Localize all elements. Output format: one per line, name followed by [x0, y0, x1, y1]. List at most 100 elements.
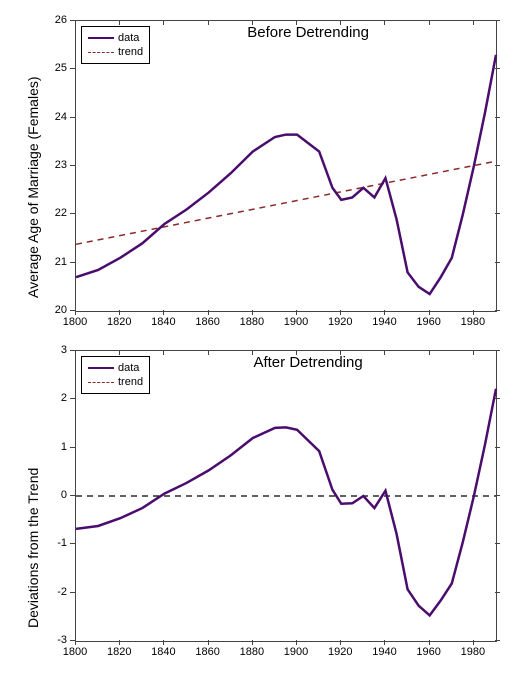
bottom_chart-xtick-label: 1860 [195, 646, 219, 658]
bottom_chart-ytick-mark [70, 350, 75, 351]
top_chart-ytick-mark [70, 68, 75, 69]
top_chart-xtick-mark [252, 310, 253, 315]
bottom_chart-ytick-label: 1 [45, 441, 67, 453]
bottom_chart-xtick-mark-top [429, 350, 430, 355]
top_chart-xtick-mark [340, 310, 341, 315]
top_chart-xtick-label: 1800 [63, 316, 87, 328]
top_chart-xtick-label: 1820 [107, 316, 131, 328]
bottom_chart-ytick-label: 0 [45, 489, 67, 501]
bottom_chart-xtick-mark [252, 640, 253, 645]
bottom_chart-xtick-mark-top [473, 350, 474, 355]
top_chart-ytick-mark-right [495, 310, 500, 311]
bottom_chart-xtick-label: 1800 [63, 646, 87, 658]
bottom_chart-ytick-mark [70, 640, 75, 641]
top_chart-ytick-mark-right [495, 68, 500, 69]
bottom_chart-legend-item: data [88, 361, 143, 375]
bottom_chart-xtick-label: 1880 [240, 646, 264, 658]
bottom_chart-ytick-label: 3 [45, 344, 67, 356]
bottom_chart-xtick-mark [340, 640, 341, 645]
bottom_chart-ytick-mark [70, 398, 75, 399]
bottom_chart-ytick-mark-right [495, 350, 500, 351]
top_chart-xtick-mark-top [119, 20, 120, 25]
top_chart-xtick-label: 1940 [372, 316, 396, 328]
bottom_chart-ytick-label: -1 [45, 537, 67, 549]
top_chart-xtick-mark-top [75, 20, 76, 25]
bottom_chart-xtick-mark-top [119, 350, 120, 355]
top_chart-ytick-label: 22 [45, 207, 67, 219]
bottom_chart-ytick-label: 2 [45, 392, 67, 404]
top_chart-legend-label: data [118, 32, 139, 44]
bottom_chart-ytick-mark-right [495, 495, 500, 496]
bottom_chart-ytick-mark [70, 592, 75, 593]
bottom_chart-xtick-mark [296, 640, 297, 645]
top_chart-xtick-mark [429, 310, 430, 315]
bottom_chart-ytick-label: -3 [45, 634, 67, 646]
bottom_chart-xtick-label: 1980 [461, 646, 485, 658]
top_chart-ytick-mark-right [495, 20, 500, 21]
bottom_chart-xtick-mark [384, 640, 385, 645]
bottom_chart-ytick-mark-right [495, 543, 500, 544]
bottom_chart-xtick-label: 1960 [416, 646, 440, 658]
bottom_chart-ytick-mark [70, 447, 75, 448]
top_chart-legend-item: trend [88, 45, 143, 59]
top_chart-ytick-mark [70, 213, 75, 214]
top_chart-legend: data trend [81, 26, 150, 64]
top_chart-ytick-mark-right [495, 262, 500, 263]
bottom_chart-legend: datatrend [81, 356, 150, 394]
bottom_chart-data-line [76, 389, 496, 616]
bottom_chart-xtick-mark [119, 640, 120, 645]
top_chart-xtick-mark [163, 310, 164, 315]
bottom_chart-xtick-mark-top [75, 350, 76, 355]
top_chart-xtick-mark [384, 310, 385, 315]
top_chart-legend-label: trend [118, 46, 143, 58]
bottom_chart-ytick-mark [70, 543, 75, 544]
top_chart-xtick-label: 1920 [328, 316, 352, 328]
top_chart-xtick-mark-top [473, 20, 474, 25]
top_chart-ytick-label: 24 [45, 111, 67, 123]
top_chart-ytick-mark [70, 262, 75, 263]
top_chart-xtick-mark [75, 310, 76, 315]
top_chart-title: Before Detrending [193, 24, 424, 41]
top_chart-ytick-mark [70, 117, 75, 118]
top_chart-ytick-mark [70, 310, 75, 311]
top_chart-xtick-label: 1900 [284, 316, 308, 328]
top_chart-xtick-mark-top [429, 20, 430, 25]
top_chart-ytick-mark-right [495, 117, 500, 118]
bottom_chart-title: After Detrending [193, 354, 424, 371]
bottom_chart-xtick-mark [208, 640, 209, 645]
top_chart-ytick-mark [70, 165, 75, 166]
bottom_chart-xtick-mark [429, 640, 430, 645]
figure-container: 1800 1820 1840 1860 1880 1900 1920 1940 1960 1980… [0, 0, 520, 680]
bottom_chart-svg [76, 351, 496, 641]
top_chart-legend-item: data [88, 31, 143, 45]
top_chart-ytick-label: 20 [45, 304, 67, 316]
top_chart-ytick-mark-right [495, 213, 500, 214]
bottom_chart-xtick-label: 1900 [284, 646, 308, 658]
top_chart-xtick-mark-top [163, 20, 164, 25]
bottom_chart-ytick-mark-right [495, 640, 500, 641]
bottom_chart-xtick-mark [75, 640, 76, 645]
top_chart-legend-swatch [88, 37, 114, 39]
bottom_chart-legend-swatch [88, 367, 114, 369]
top_chart-xtick-label: 1840 [151, 316, 175, 328]
bottom_chart-ytick-mark [70, 495, 75, 496]
top_chart-ytick-label: 23 [45, 159, 67, 171]
bottom_chart-ytick-mark-right [495, 447, 500, 448]
top_chart-ylabel: Average Age of Marriage (Females) [25, 77, 41, 299]
top_chart-svg [76, 21, 496, 311]
top_chart-xtick-mark [119, 310, 120, 315]
top_chart-xtick-label: 1860 [195, 316, 219, 328]
top_chart-xtick-mark [473, 310, 474, 315]
bottom_chart-xtick-label: 1940 [372, 646, 396, 658]
bottom_chart-xtick-mark [473, 640, 474, 645]
top_chart-legend-swatch [88, 52, 114, 53]
bottom_chart-xtick-mark [163, 640, 164, 645]
top_chart-ytick-label: 25 [45, 62, 67, 74]
top_chart-xtick-mark [296, 310, 297, 315]
top_chart-xtick-mark [208, 310, 209, 315]
top_chart-xtick-label: 1960 [416, 316, 440, 328]
top_chart-trend-line [76, 161, 496, 244]
bottom_chart-xtick-label: 1920 [328, 646, 352, 658]
top_chart-ytick-mark [70, 20, 75, 21]
bottom_chart-xtick-label: 1820 [107, 646, 131, 658]
